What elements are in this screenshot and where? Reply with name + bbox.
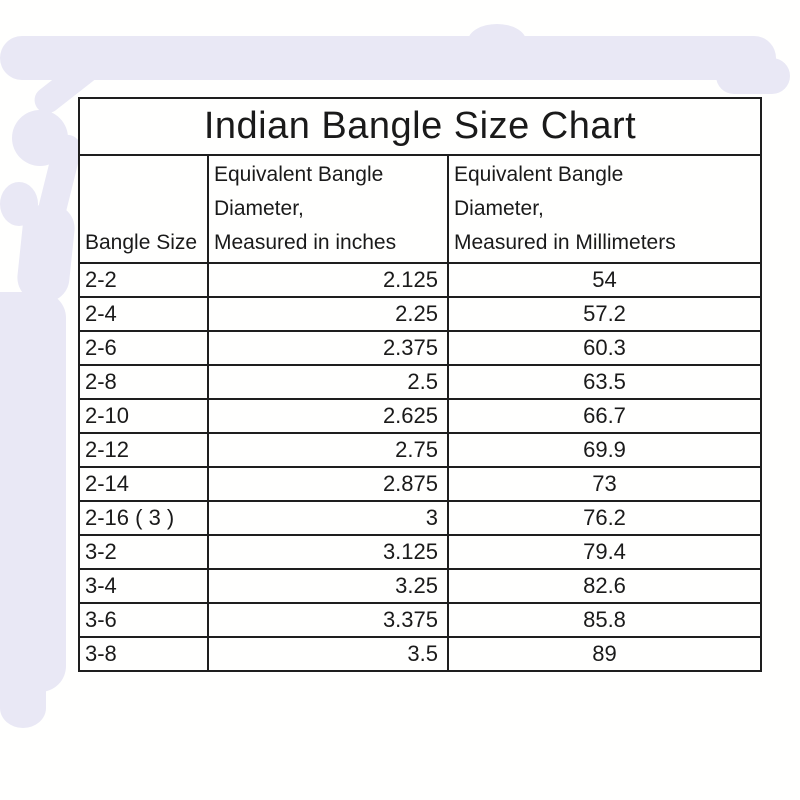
decor-left-column bbox=[0, 292, 66, 692]
diameter-inches-cell: 2.75 bbox=[207, 432, 449, 468]
size-chart-table: Indian Bangle Size Chart Bangle Size Equ… bbox=[77, 97, 763, 672]
diameter-inches-cell: 2.625 bbox=[207, 398, 449, 434]
decor-band-tail bbox=[716, 58, 790, 94]
diameter-inches-cell: 2.875 bbox=[207, 466, 449, 502]
decor-band-top bbox=[0, 36, 776, 80]
table-row: 2-4 2.25 57.2 bbox=[78, 296, 763, 332]
bangle-size-cell: 2-4 bbox=[78, 296, 209, 332]
diameter-mm-cell: 66.7 bbox=[446, 398, 763, 434]
diameter-inches-cell: 2.5 bbox=[207, 364, 449, 400]
diameter-inches-cell: 2.25 bbox=[207, 296, 449, 332]
diameter-inches-cell: 3.375 bbox=[207, 602, 449, 638]
diameter-mm-cell: 57.2 bbox=[446, 296, 763, 332]
column-header-bangle-size: Bangle Size bbox=[78, 154, 209, 264]
diameter-mm-cell: 82.6 bbox=[446, 568, 763, 604]
table-row: 2-16 ( 3 ) 3 76.2 bbox=[78, 500, 763, 536]
table-row: 2-14 2.875 73 bbox=[78, 466, 763, 502]
bangle-size-cell: 2-14 bbox=[78, 466, 209, 502]
bangle-size-cell: 3-2 bbox=[78, 534, 209, 570]
bangle-size-cell: 2-6 bbox=[78, 330, 209, 366]
table-row: 2-6 2.375 60.3 bbox=[78, 330, 763, 366]
bangle-size-cell: 2-12 bbox=[78, 432, 209, 468]
diameter-mm-cell: 63.5 bbox=[446, 364, 763, 400]
bangle-size-chart: Indian Bangle Size Chart Bangle Size Equ… bbox=[77, 97, 763, 672]
bangle-size-cell: 2-2 bbox=[78, 262, 209, 298]
table-row: 3-2 3.125 79.4 bbox=[78, 534, 763, 570]
diameter-inches-cell: 3.25 bbox=[207, 568, 449, 604]
table-row: 2-10 2.625 66.7 bbox=[78, 398, 763, 434]
diameter-mm-cell: 69.9 bbox=[446, 432, 763, 468]
diameter-inches-cell: 2.125 bbox=[207, 262, 449, 298]
diameter-inches-cell: 3 bbox=[207, 500, 449, 536]
diameter-inches-cell: 2.375 bbox=[207, 330, 449, 366]
table-row: 2-12 2.75 69.9 bbox=[78, 432, 763, 468]
decor-blob-bottom bbox=[0, 688, 46, 728]
diameter-mm-cell: 89 bbox=[446, 636, 763, 672]
bangle-size-cell: 2-10 bbox=[78, 398, 209, 434]
bangle-size-cell: 2-8 bbox=[78, 364, 209, 400]
diameter-mm-cell: 79.4 bbox=[446, 534, 763, 570]
decor-band-bump bbox=[468, 24, 526, 58]
column-header-diameter-mm: Equivalent Bangle Diameter, Measured in … bbox=[446, 154, 763, 264]
table-row: 3-8 3.5 89 bbox=[78, 636, 763, 672]
decor-stroke bbox=[15, 201, 77, 305]
table-row: 2-8 2.5 63.5 bbox=[78, 364, 763, 400]
title-row: Indian Bangle Size Chart bbox=[77, 97, 763, 156]
diameter-mm-cell: 54 bbox=[446, 262, 763, 298]
table-row: 3-6 3.375 85.8 bbox=[78, 602, 763, 638]
diameter-inches-cell: 3.5 bbox=[207, 636, 449, 672]
diameter-mm-cell: 73 bbox=[446, 466, 763, 502]
diameter-mm-cell: 76.2 bbox=[446, 500, 763, 536]
bangle-size-cell: 3-6 bbox=[78, 602, 209, 638]
column-header-diameter-inches: Equivalent Bangle Diameter, Measured in … bbox=[207, 154, 449, 264]
diameter-inches-cell: 3.125 bbox=[207, 534, 449, 570]
bangle-size-cell: 3-4 bbox=[78, 568, 209, 604]
bangle-size-cell: 3-8 bbox=[78, 636, 209, 672]
table-row: 3-4 3.25 82.6 bbox=[78, 568, 763, 604]
diameter-mm-cell: 85.8 bbox=[446, 602, 763, 638]
header-row: Bangle Size Equivalent Bangle Diameter, … bbox=[78, 154, 763, 264]
table-title: Indian Bangle Size Chart bbox=[77, 97, 763, 156]
table-row: 2-2 2.125 54 bbox=[78, 262, 763, 298]
diameter-mm-cell: 60.3 bbox=[446, 330, 763, 366]
table-body: Indian Bangle Size Chart Bangle Size Equ… bbox=[77, 97, 763, 672]
bangle-size-cell: 2-16 ( 3 ) bbox=[78, 500, 209, 536]
